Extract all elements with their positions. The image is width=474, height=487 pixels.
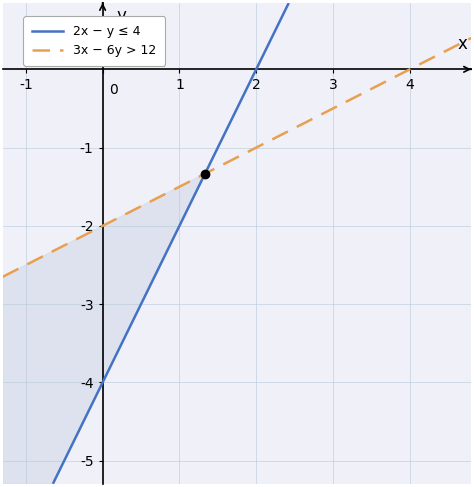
Legend: 2x − y ≤ 4, 3x − 6y > 12: 2x − y ≤ 4, 3x − 6y > 12 <box>23 16 165 66</box>
Polygon shape <box>3 174 205 484</box>
Text: x: x <box>457 35 467 53</box>
Text: 0: 0 <box>109 83 118 97</box>
Text: y: y <box>117 7 126 25</box>
